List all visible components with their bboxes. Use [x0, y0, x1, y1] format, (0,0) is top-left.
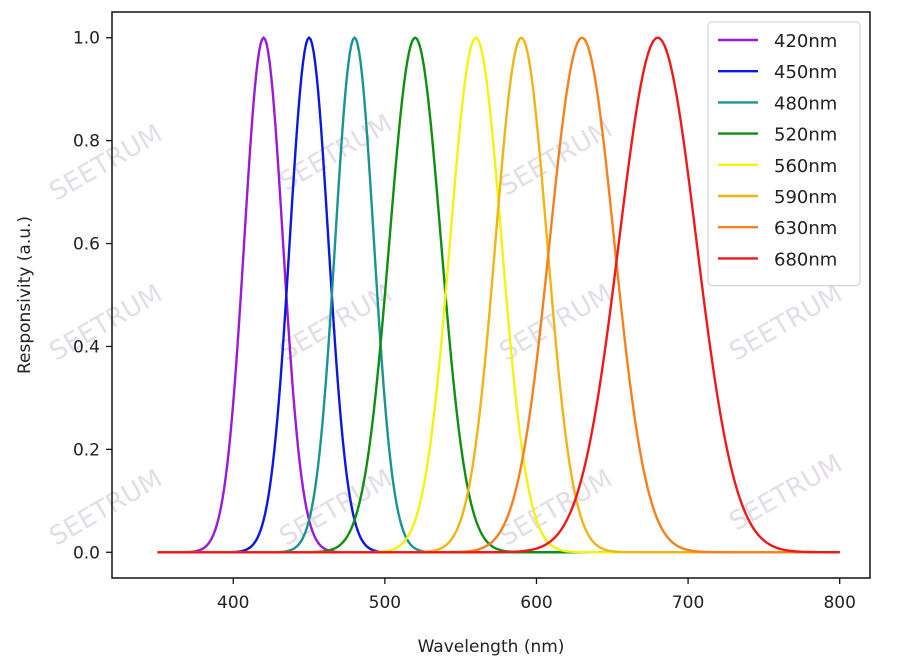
x-tick-label: 500	[369, 593, 401, 613]
legend-label: 560nm	[774, 156, 837, 177]
axes-layer: 400 500 600 700 800 0.0 0.2 0.4 0.6 0.8 1.0	[73, 29, 856, 613]
watermark-text: SEETRUM	[724, 449, 847, 537]
y-tick-label: 0.6	[73, 235, 100, 255]
x-tick-label: 800	[823, 593, 855, 613]
x-tick-label: 600	[520, 593, 552, 613]
legend-box	[707, 21, 861, 287]
watermark-text: SEETRUM	[724, 279, 847, 367]
series-line-680nm	[157, 36, 840, 554]
legend: 420nm 450nm 480nm 520nm 560nm 590nm 630nm 680nm	[707, 21, 861, 287]
x-tick-label: 400	[217, 593, 249, 613]
legend-label: 630nm	[774, 218, 837, 239]
y-tick-label: 1.0	[73, 29, 100, 49]
x-axis-label: Wavelength (nm)	[418, 637, 565, 657]
legend-label: 680nm	[774, 249, 837, 270]
y-tick-label: 0.8	[73, 132, 100, 152]
legend-label: 420nm	[774, 31, 837, 52]
watermark-text: SEETRUM	[494, 464, 617, 552]
y-axis-label: Responsivity (a.u.)	[15, 216, 35, 374]
y-tick-label: 0.0	[73, 543, 100, 563]
legend-label: 520nm	[774, 125, 837, 146]
watermark-text: SEETRUM	[44, 119, 167, 207]
watermark-text: SEETRUM	[44, 464, 167, 552]
y-tick-label: 0.4	[73, 337, 100, 357]
y-tick-label: 0.2	[73, 440, 100, 460]
legend-label: 450nm	[774, 62, 837, 83]
x-tick-label: 700	[672, 593, 704, 613]
series-layer	[157, 35, 840, 554]
watermark-text: SEETRUM	[274, 464, 397, 552]
legend-label: 590nm	[774, 187, 837, 208]
plot-area	[111, 11, 871, 579]
legend-label: 480nm	[774, 93, 837, 114]
watermark-text: SEETRUM	[44, 279, 167, 367]
